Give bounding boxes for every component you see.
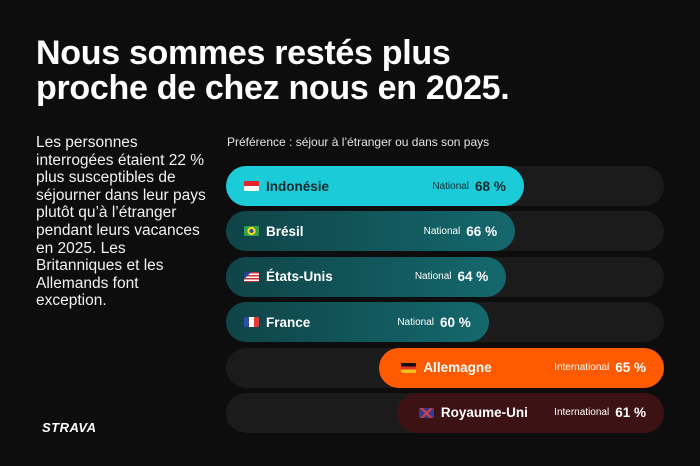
flag-icon bbox=[244, 317, 259, 328]
value-label: 66 % bbox=[466, 223, 498, 239]
value-label: 65 % bbox=[615, 360, 646, 376]
bar-track: États-Unis National 64 % bbox=[226, 256, 664, 297]
bar-chart: Indonésie National 68 % Brésil National 66 % É… bbox=[226, 166, 664, 438]
bar-track: Royaume-Uni International 61 % bbox=[226, 392, 664, 433]
title-line: proche de chez nous en 2025. bbox=[36, 69, 510, 107]
bar-indon-sie: Indonésie National 68 % bbox=[226, 166, 524, 206]
description-text: Les personnes interrogées étaient 22 % plu… bbox=[36, 134, 206, 310]
bar-track: Brésil National 66 % bbox=[226, 211, 664, 252]
bar-track: Allemagne International 65 % bbox=[226, 347, 664, 388]
description-line: Britanniques et les bbox=[36, 257, 164, 275]
description-line: plus susceptibles de bbox=[36, 169, 176, 187]
value-label: 68 % bbox=[475, 178, 506, 194]
description-line: pendant leurs vacances bbox=[36, 221, 200, 239]
bar-allemagne: Allemagne International 65 % bbox=[379, 347, 664, 388]
bar-france: France National 60 % bbox=[226, 302, 489, 343]
flag-icon bbox=[401, 362, 417, 373]
value-label: 64 % bbox=[457, 269, 489, 285]
value-label: 60 % bbox=[440, 314, 471, 330]
flag-icon bbox=[244, 226, 259, 237]
preference-label: National bbox=[414, 271, 452, 283]
title-line: Nous sommes restés plus bbox=[36, 34, 451, 72]
description-line: plutôt qu’à l’étranger bbox=[36, 204, 177, 222]
country-label: Royaume-Uni bbox=[440, 405, 528, 421]
description-line: en 2025. Les bbox=[36, 239, 126, 257]
page-title: Nous sommes restés plus proche de chez n… bbox=[36, 34, 510, 107]
country-label: Allemagne bbox=[423, 360, 492, 376]
strava-logo: STRAVA bbox=[42, 420, 97, 435]
bar-br-sil: Brésil National 66 % bbox=[226, 211, 516, 252]
bar-track: France National 60 % bbox=[226, 302, 664, 343]
preference-label: National bbox=[432, 180, 470, 192]
value-label: 61 % bbox=[615, 405, 646, 421]
bar--tats-unis: États-Unis National 64 % bbox=[226, 256, 507, 297]
country-label: Brésil bbox=[266, 223, 304, 239]
country-label: Indonésie bbox=[266, 178, 330, 194]
chart-title: Préférence : séjour à l’étranger ou dans… bbox=[227, 135, 490, 149]
country-label: France bbox=[266, 314, 311, 330]
preference-label: National bbox=[423, 225, 461, 237]
flag-icon bbox=[418, 407, 434, 418]
preference-label: International bbox=[554, 407, 610, 419]
description-line: exception. bbox=[36, 292, 107, 310]
description-line: Allemands font bbox=[36, 274, 139, 292]
bar-track: Indonésie National 68 % bbox=[226, 166, 664, 206]
country-label: États-Unis bbox=[266, 269, 333, 285]
description-line: séjourner dans leur pays bbox=[36, 186, 206, 204]
description-line: interrogées étaient 22 % bbox=[36, 151, 205, 169]
preference-label: National bbox=[397, 316, 435, 328]
flag-icon bbox=[244, 181, 259, 191]
description-line: Les personnes bbox=[36, 134, 138, 151]
flag-icon bbox=[244, 271, 259, 282]
bar-royaume-uni: Royaume-Uni International 61 % bbox=[396, 392, 664, 433]
preference-label: International bbox=[554, 362, 610, 374]
